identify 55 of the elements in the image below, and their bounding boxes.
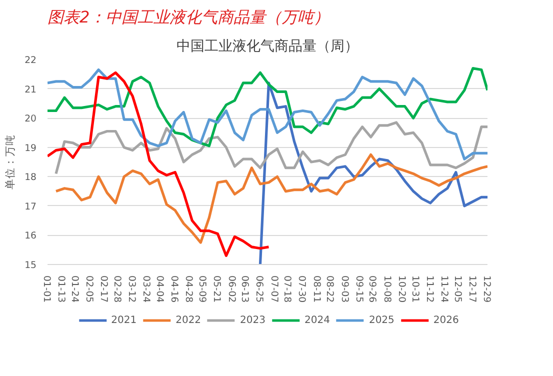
x-tick-label: 05-09 xyxy=(196,276,208,303)
x-tick-label: 10-31 xyxy=(409,276,420,303)
y-tick-label: 22 xyxy=(24,55,37,66)
y-tick-label: 20 xyxy=(24,114,37,125)
legend-label: 2026 xyxy=(433,314,459,326)
x-tick-label: 07-18 xyxy=(282,276,293,303)
x-tick-label: 12-17 xyxy=(466,276,478,303)
line-series xyxy=(258,82,488,264)
chart-subtitle: 中国工业液化气商品量（周） xyxy=(176,38,358,54)
y-tick-label: 19 xyxy=(24,142,37,154)
x-tick-label: 01-13 xyxy=(56,276,67,303)
x-tick-label: 04-16 xyxy=(168,276,180,303)
y-axis-title: 单位：万吨 xyxy=(4,134,17,190)
y-tick-label: 16 xyxy=(24,230,37,242)
y-tick-label: 17 xyxy=(24,201,37,212)
x-tick-label: 04-04 xyxy=(154,276,166,303)
x-tick-label: 03-24 xyxy=(140,276,152,303)
x-tick-label: 09-03 xyxy=(338,276,350,303)
x-tick-label: 08-11 xyxy=(310,276,322,303)
x-tick-label: 05-21 xyxy=(211,276,222,303)
line-series xyxy=(48,66,488,148)
x-tick-label: 07-30 xyxy=(296,276,308,303)
y-tick-label: 15 xyxy=(24,260,37,271)
x-tick-label: 01-24 xyxy=(68,276,80,303)
x-tick-label: 06-13 xyxy=(239,276,250,303)
chart-title: 图表2：中国工业液化气商品量（万吨） xyxy=(48,8,330,26)
x-tick-label: 04-28 xyxy=(183,276,194,303)
legend-label: 2023 xyxy=(240,314,266,326)
x-tick-label: 10-08 xyxy=(381,276,392,303)
x-tick-label: 07-07 xyxy=(268,276,280,303)
x-tick-label: 01-01 xyxy=(41,276,52,303)
line-series xyxy=(54,121,488,176)
x-tick-label: 02-05 xyxy=(84,276,95,303)
x-tick-label: 08-22 xyxy=(324,276,336,303)
line-series xyxy=(54,153,488,244)
x-tick-label: 09-15 xyxy=(353,276,364,303)
x-tick-label: 09-26 xyxy=(366,276,378,303)
x-tick-label: 03-12 xyxy=(126,276,138,303)
legend-label: 2022 xyxy=(176,314,202,326)
x-tick-label: 06-25 xyxy=(254,276,265,303)
x-tick-label: 12-05 xyxy=(452,276,463,303)
x-tick-label: 02-17 xyxy=(98,276,110,303)
legend-label: 2024 xyxy=(304,314,330,326)
x-tick-label: 11-24 xyxy=(438,276,450,303)
legend-label: 2025 xyxy=(368,314,394,326)
x-tick-label: 02-28 xyxy=(111,276,122,303)
line-series xyxy=(48,68,488,160)
x-tick-label: 12-29 xyxy=(481,276,492,303)
line-series xyxy=(48,71,270,258)
x-tick-label: 06-02 xyxy=(226,276,237,303)
x-tick-label: 11-12 xyxy=(424,276,435,303)
x-tick-label: 10-20 xyxy=(396,276,407,303)
legend-label: 2021 xyxy=(111,314,137,326)
y-tick-label: 21 xyxy=(24,84,37,96)
y-tick-label: 18 xyxy=(24,172,37,184)
